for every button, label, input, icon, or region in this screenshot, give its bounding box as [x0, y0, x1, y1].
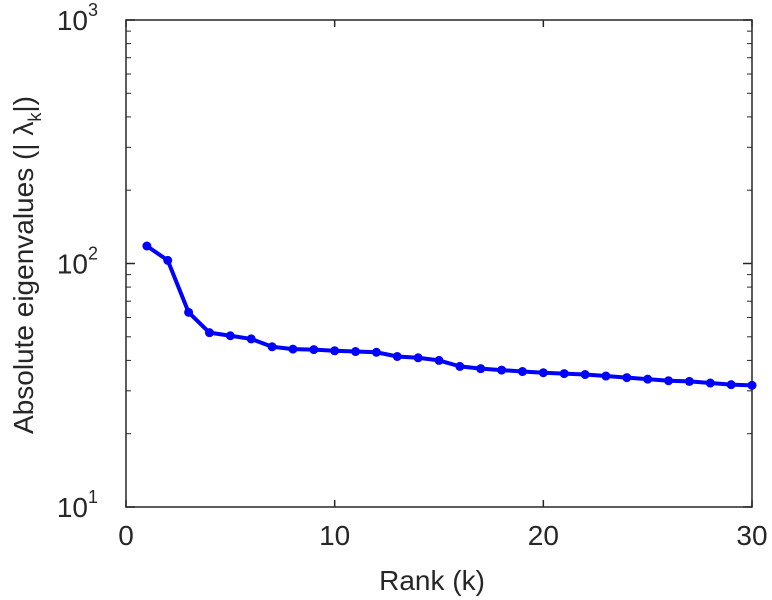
data-point [184, 307, 194, 317]
data-point [288, 344, 298, 354]
data-point [392, 352, 402, 362]
data-point [538, 368, 548, 378]
data-point [163, 255, 173, 265]
data-point [726, 380, 736, 390]
x-tick-label: 20 [528, 520, 559, 551]
data-point [267, 342, 277, 352]
x-tick-label: 10 [319, 520, 350, 551]
data-point [684, 376, 694, 386]
data-point [204, 328, 214, 338]
y-axis-label-group: Absolute eigenvalues (| λk|) [8, 96, 45, 434]
data-point [476, 364, 486, 374]
data-point [246, 334, 256, 344]
x-axis-label: Rank (k) [379, 565, 485, 596]
data-point [309, 345, 319, 355]
data-point [434, 355, 444, 365]
data-point [705, 378, 715, 388]
data-point [455, 361, 465, 371]
data-point [622, 373, 632, 383]
x-axis-ticks: 0 10 20 30 [118, 20, 768, 551]
axes-box [125, 19, 753, 508]
data-point [371, 347, 381, 357]
x-tick-label: 30 [736, 520, 767, 551]
data-point [351, 347, 361, 357]
y-axis-ticks: 101 102 103 [57, 0, 752, 523]
data-point [664, 376, 674, 386]
y-tick-label: 101 [57, 487, 98, 523]
data-point [517, 367, 527, 377]
series-group [142, 241, 757, 390]
data-point [225, 331, 235, 341]
series-line [145, 244, 753, 388]
y-axis-label: Absolute eigenvalues (| λk|) [8, 96, 45, 434]
y-tick-label: 102 [57, 244, 98, 280]
y-tick-label: 103 [57, 0, 98, 36]
data-point [559, 369, 569, 379]
data-point [330, 346, 340, 356]
plot-frame [125, 19, 753, 508]
data-point [142, 241, 152, 251]
data-point [643, 374, 653, 384]
data-point [747, 380, 757, 390]
data-point [601, 371, 611, 381]
x-tick-label: 0 [118, 520, 134, 551]
data-point [413, 353, 423, 363]
data-point [580, 370, 590, 380]
data-point [497, 365, 507, 375]
